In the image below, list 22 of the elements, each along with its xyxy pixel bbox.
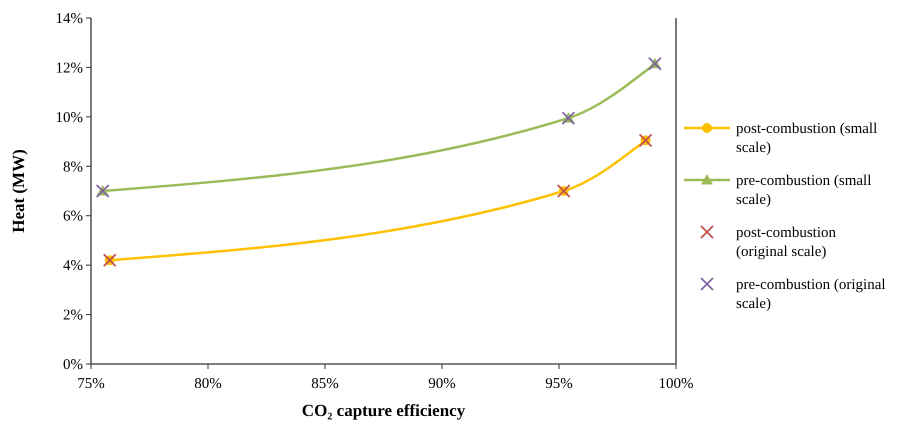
y-tick-label: 10% [56,110,83,126]
x-tick-label: 75% [77,376,105,392]
x-tick-label: 90% [428,376,456,392]
legend-label: pre-combustion (small scale) [736,173,872,208]
y-axis-title: Heat (MW) [9,149,28,233]
x-tick-label: 100% [658,376,694,392]
y-tick-label: 6% [63,208,83,225]
legend-label: post-combustion (original scale) [736,225,836,260]
legend-label: post-combustion (small scale) [736,121,878,156]
y-tick-label: 0% [63,357,83,373]
x-axis-title: CO₂ capture efficiency [302,401,466,420]
y-tick-label: 8% [63,159,83,176]
x-tick-label: 95% [545,376,573,392]
y-tick-label: 4% [63,258,83,274]
x-tick-label: 85% [311,376,339,392]
x-tick-label: 80% [194,376,222,392]
legend-label: pre-combustion (original scale) [736,277,886,312]
y-tick-label: 14% [56,11,83,27]
y-tick-label: 2% [63,308,83,324]
point [648,56,662,71]
point [96,184,110,198]
y-tick-label: 12% [56,60,83,76]
